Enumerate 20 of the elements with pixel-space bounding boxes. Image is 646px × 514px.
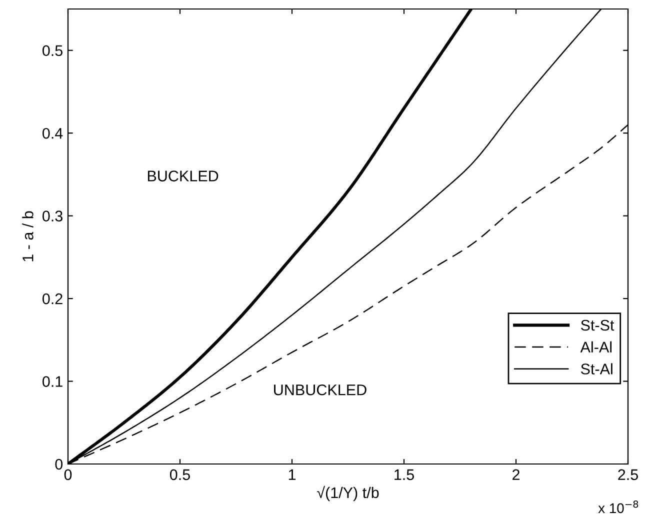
y-tick-label: 0.1 (42, 376, 62, 387)
y-tick-label: 0.3 (42, 210, 62, 222)
legend-label: St-Al (580, 363, 612, 374)
legend-label: Al-Al (580, 341, 612, 352)
text: x 10$^{−8}$ (598, 500, 638, 514)
x-tick-label: 0 (64, 469, 72, 480)
x-tick-label: 2.5 (618, 469, 638, 480)
annotation: UNBUCKLED (274, 384, 366, 396)
x-tick-label: 0.5 (170, 469, 190, 480)
x-tick-label: 2 (512, 469, 520, 480)
x-tick-label: 1 (288, 469, 296, 480)
x-axis-title: √(1/Y) t/b (317, 486, 379, 502)
y-tick-label: 0 (55, 458, 63, 470)
y-tick-label: 0.5 (42, 45, 62, 56)
annotation: BUCKLED (148, 170, 218, 182)
y-tick-label: 0.4 (42, 128, 63, 139)
x-tick-label: 1.5 (394, 469, 414, 480)
y-tick-label: 0.2 (42, 293, 62, 304)
y-axis-title: 1 - a / b (22, 211, 34, 262)
legend-label: St-St (580, 320, 614, 331)
